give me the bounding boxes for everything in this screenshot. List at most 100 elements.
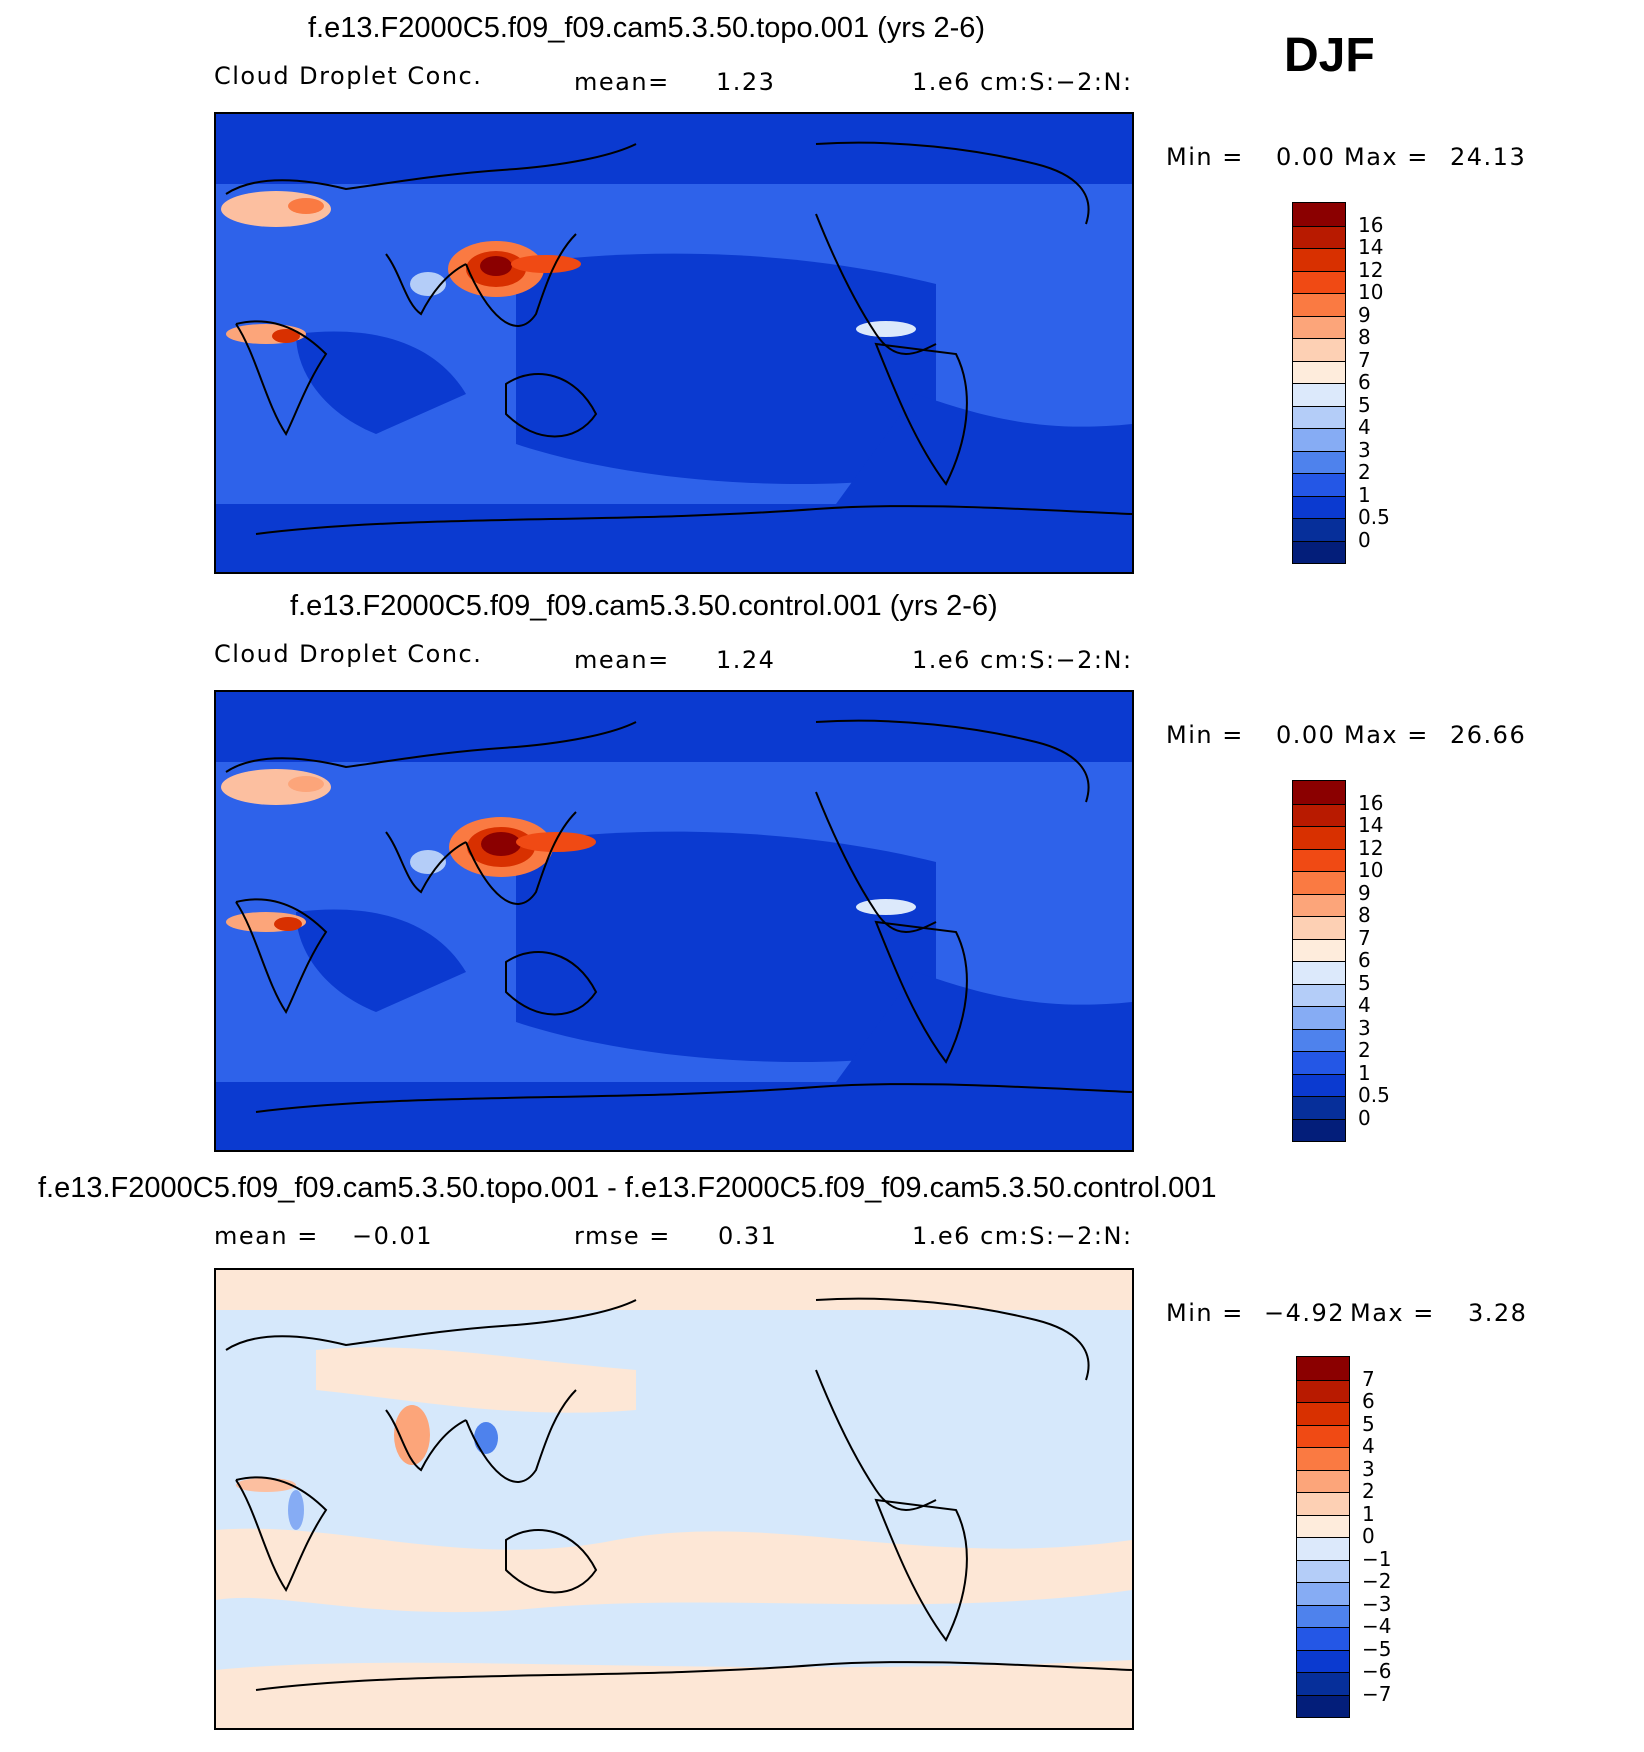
colorbar-box (1293, 961, 1345, 984)
colorbar-label: −6 (1362, 1659, 1392, 1683)
colorbar-label: −7 (1362, 1681, 1392, 1706)
colorbar-box (1293, 428, 1345, 451)
colorbar-label: 0 (1362, 1524, 1375, 1548)
colorbar-box (1297, 1672, 1349, 1695)
colorbar-label: 9 (1358, 880, 1371, 905)
colorbar-box (1297, 1469, 1349, 1492)
colorbar-box (1293, 893, 1345, 916)
colorbar-box (1293, 203, 1345, 226)
colorbar-box (1293, 1028, 1345, 1051)
colorbar-label: 6 (1362, 1389, 1375, 1413)
colorbar-box (1293, 1118, 1345, 1141)
colorbar-box (1297, 1537, 1349, 1560)
max-label: Max = (1344, 721, 1429, 749)
colorbar-box (1293, 540, 1345, 563)
colorbar-label: 9 (1358, 302, 1371, 327)
colorbar-label: 1 (1362, 1501, 1375, 1526)
field-label: Cloud Droplet Conc. (214, 62, 483, 90)
units-label: 1.e6 cm:S:−2:N: (912, 646, 1133, 674)
mean-value: 1.23 (716, 68, 776, 96)
colorbar-box (1293, 338, 1345, 361)
colorbar-box (1293, 938, 1345, 961)
min-label: Min = (1166, 721, 1244, 749)
min-label: Min = (1166, 143, 1244, 171)
colorbar-label: −5 (1362, 1636, 1392, 1661)
colorbar-label: 7 (1358, 925, 1371, 950)
colorbar-label: 3 (1358, 1015, 1371, 1040)
colorbar-label: 7 (1358, 347, 1371, 372)
colorbar-label: 2 (1358, 1038, 1371, 1062)
colorbar-box (1293, 871, 1345, 894)
colorbar-box (1293, 803, 1345, 826)
colorbar-box (1293, 518, 1345, 541)
panel-title: f.e13.F2000C5.f09_f09.cam5.3.50.topo.001… (38, 1172, 1217, 1204)
panel-title: f.e13.F2000C5.f09_f09.cam5.3.50.control.… (290, 590, 998, 622)
colorbar-label: −3 (1362, 1591, 1392, 1616)
units-label: 1.e6 cm:S:−2:N: (912, 68, 1133, 96)
colorbar-label: 3 (1362, 1456, 1375, 1481)
min-value: 0.00 (1276, 143, 1336, 171)
map-topo (214, 112, 1134, 574)
colorbar-box (1293, 473, 1345, 496)
max-value: 26.66 (1450, 721, 1527, 749)
colorbar-label: 14 (1358, 235, 1384, 259)
season-label: DJF (1284, 29, 1375, 82)
colorbar-box (1297, 1604, 1349, 1627)
field-label: Cloud Droplet Conc. (214, 640, 483, 668)
colorbar-label: 10 (1358, 858, 1384, 882)
colorbar-box (1293, 270, 1345, 293)
colorbar-label: 1 (1358, 482, 1371, 507)
colorbar-box (1297, 1582, 1349, 1605)
map-control (214, 690, 1134, 1152)
colorbar-box (1297, 1402, 1349, 1425)
colorbar-label: 4 (1358, 993, 1371, 1017)
colorbar-box (1297, 1492, 1349, 1515)
colorbar-label: 16 (1358, 212, 1384, 237)
colorbar-box (1293, 383, 1345, 406)
colorbar-label: 7 (1362, 1366, 1375, 1391)
colorbar-label: −4 (1362, 1614, 1392, 1638)
colorbar-box (1297, 1447, 1349, 1470)
colorbar-box (1293, 450, 1345, 473)
colorbar-box (1293, 248, 1345, 271)
colorbar-label: 12 (1358, 257, 1384, 282)
colorbar-box (1297, 1627, 1349, 1650)
colorbar-box (1297, 1559, 1349, 1582)
colorbar-box (1293, 916, 1345, 939)
colorbar-label: 0 (1358, 1105, 1371, 1130)
mean-value: −0.01 (352, 1222, 434, 1250)
colorbar-label: 0 (1358, 527, 1371, 552)
colorbar-box (1293, 1051, 1345, 1074)
mean-value: 1.24 (716, 646, 776, 674)
mean-label: mean = (214, 1222, 319, 1250)
colorbar-label: 8 (1358, 903, 1371, 927)
rmse-value: 0.31 (718, 1222, 778, 1250)
colorbar-label: 16 (1358, 790, 1384, 815)
colorbar-label: 4 (1358, 415, 1371, 439)
colorbar-label: 3 (1358, 437, 1371, 462)
colorbar-control (1292, 780, 1346, 1142)
colorbar-label: 1 (1358, 1060, 1371, 1085)
colorbar-box (1293, 293, 1345, 316)
map-difference (214, 1268, 1134, 1730)
colorbar-box (1293, 1096, 1345, 1119)
colorbar-box (1293, 848, 1345, 871)
colorbar-label: −2 (1362, 1569, 1392, 1593)
colorbar-label: 6 (1358, 948, 1371, 972)
colorbar-box (1297, 1379, 1349, 1402)
colorbar-label: 5 (1358, 392, 1371, 417)
colorbar-label: 5 (1358, 970, 1371, 995)
colorbar-box (1293, 781, 1345, 804)
colorbar-difference (1296, 1356, 1350, 1718)
mean-label: mean= (574, 68, 670, 96)
colorbar-box (1293, 315, 1345, 338)
colorbar-label: 4 (1362, 1434, 1375, 1458)
colorbar-label: 14 (1358, 813, 1384, 837)
colorbar-box (1293, 225, 1345, 248)
mean-label: mean= (574, 646, 670, 674)
colorbar-box (1293, 1073, 1345, 1096)
colorbar-box (1293, 1006, 1345, 1029)
units-label: 1.e6 cm:S:−2:N: (912, 1222, 1133, 1250)
max-label: Max = (1350, 1299, 1435, 1327)
max-value: 24.13 (1450, 143, 1527, 171)
